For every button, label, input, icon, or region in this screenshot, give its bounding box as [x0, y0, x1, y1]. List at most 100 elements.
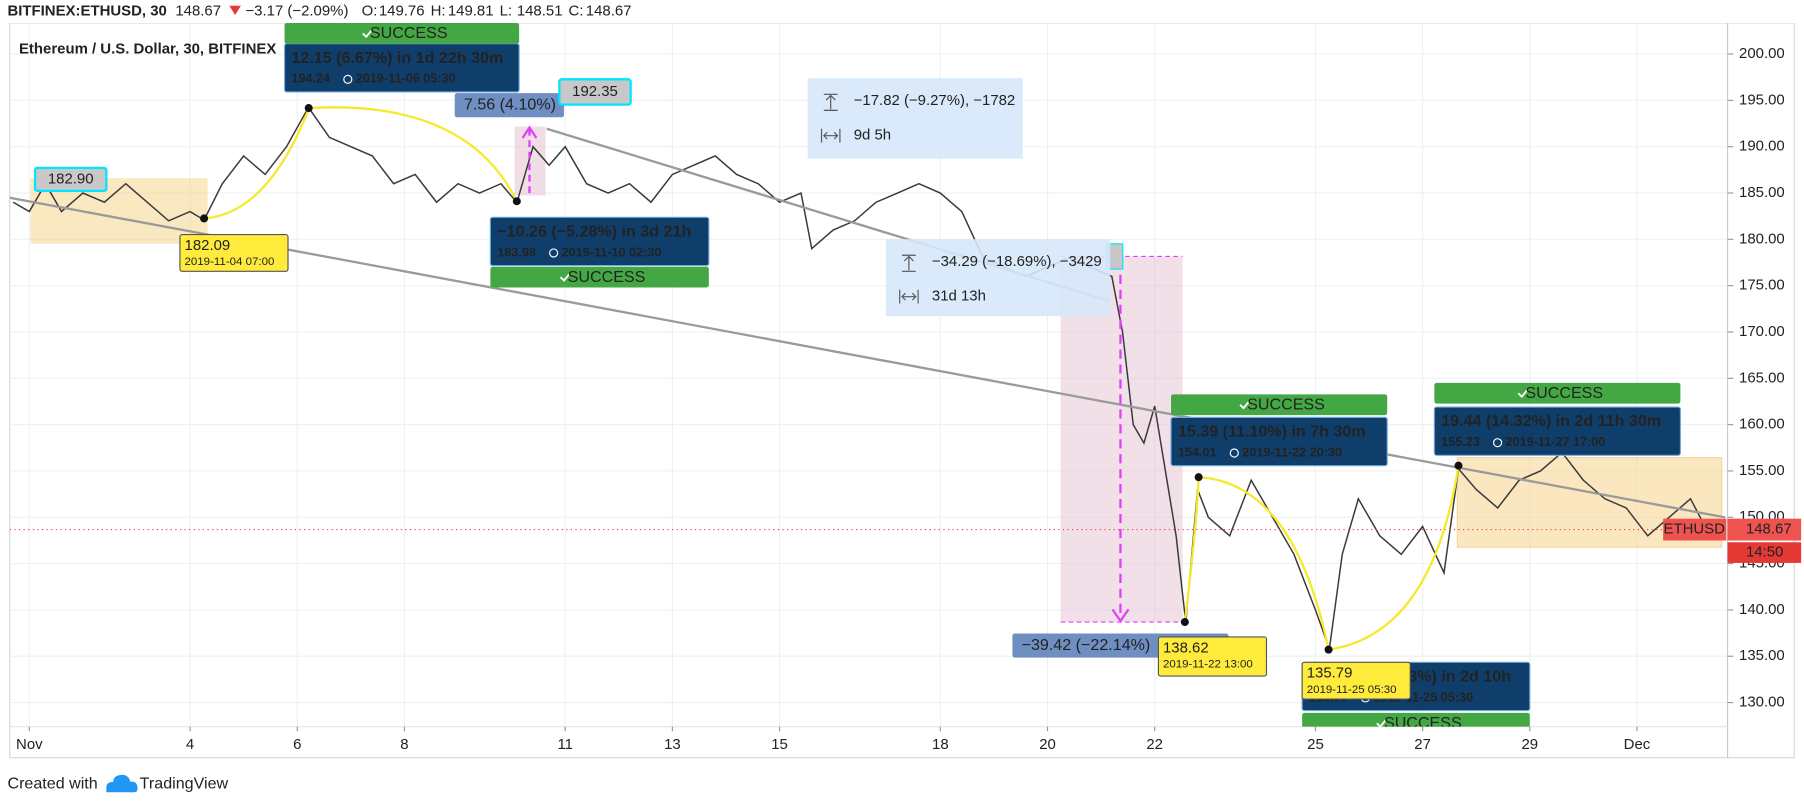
forecast-title: −10.26 (−5.28%) in 3d 21h — [497, 223, 691, 241]
icon — [902, 254, 916, 272]
down-arrow — [229, 5, 241, 15]
price-label: 182.90 — [48, 170, 94, 187]
axes: 130.00135.00140.00145.00150.00155.00160.… — [16, 45, 1802, 753]
series-name: ETHUSD — [1663, 521, 1725, 538]
trend-line — [9, 196, 1726, 519]
forecast-price: 154.01 — [1178, 445, 1217, 459]
forecast-title: 12.15 (6.67%) in 1d 22h 30m — [291, 49, 503, 67]
header: BITFINEX:ETHUSD, 30 148.67 −3.17 (−2.09%… — [0, 0, 1804, 23]
x-tick-label: Nov — [16, 736, 43, 753]
forecast-date: 2019-11-10 02:30 — [562, 245, 662, 259]
price-label-box — [33, 166, 108, 193]
curve — [1183, 477, 1200, 623]
status: SUCCESS — [1247, 396, 1325, 414]
series-tag — [1663, 518, 1727, 541]
footer-text: Created with — [7, 774, 97, 792]
x-tick-label: 20 — [1039, 736, 1056, 753]
price-label: 192.35 — [572, 83, 618, 100]
measure-box — [885, 239, 1111, 317]
x-tick-label: Dec — [1624, 736, 1651, 753]
point-label-box — [1157, 636, 1268, 677]
icon — [899, 289, 919, 304]
anchor — [304, 104, 313, 113]
x-tick-label: 22 — [1146, 736, 1163, 753]
ohlc-value: 149.76 — [379, 2, 425, 19]
countdown: 14:50 — [1746, 544, 1783, 561]
forecast-box — [1170, 416, 1388, 467]
check-icon — [559, 273, 571, 282]
ohlc-value: 148.67 — [586, 2, 632, 19]
change: −3.17 (−2.09%) — [245, 2, 348, 19]
status-bar — [284, 22, 520, 44]
point-date: 2019-11-25 05:30 — [1307, 684, 1397, 696]
curve — [1198, 476, 1330, 650]
check-icon — [1376, 719, 1387, 727]
y-tick-label: 165.00 — [1739, 369, 1785, 386]
ohlc-label: H: — [431, 2, 446, 19]
annotations: 182.90 182.09 2019-11-04 07:00 12.15 (6.67%… — [33, 22, 1681, 732]
clock-icon — [549, 248, 559, 258]
x-tick-label: 27 — [1414, 736, 1431, 753]
anchor — [200, 214, 209, 223]
measure-label: 7.56 (4.10%) — [464, 95, 556, 113]
x-tick-label: 11 — [557, 736, 573, 753]
status: SUCCESS — [370, 24, 448, 42]
forecast-price: 194.24 — [291, 72, 330, 86]
price-tag-label: 148.67 — [1746, 521, 1792, 538]
check-icon — [1239, 400, 1250, 410]
measure-delta: −17.82 (−9.27%), −1782 — [854, 92, 1016, 109]
icon — [823, 93, 838, 111]
price-layer — [9, 105, 1728, 650]
arrow-head — [1111, 608, 1130, 623]
measure-delta: −34.29 (−18.69%), −3429 — [932, 253, 1102, 270]
point-label-box — [1301, 661, 1411, 700]
point-price: 135.79 — [1307, 665, 1353, 682]
y-tick-label: 195.00 — [1739, 91, 1785, 108]
status-bar — [1171, 394, 1388, 416]
x-tick-label: 13 — [664, 736, 681, 753]
brand: TradingView — [140, 774, 229, 792]
clock-icon — [1229, 448, 1239, 458]
x-tick-label: 29 — [1521, 736, 1538, 753]
last-price: 148.67 — [175, 2, 221, 19]
x-tick-label: 8 — [400, 736, 408, 753]
y-tick-label: 190.00 — [1739, 138, 1785, 155]
forecast-title: 19.44 (14.32%) in 2d 11h 30m — [1441, 412, 1661, 430]
anchor — [1454, 461, 1463, 470]
x-tick-label: 4 — [186, 736, 194, 753]
price-tag — [1727, 518, 1802, 541]
y-tick-label: 130.00 — [1739, 694, 1785, 711]
point-price: 138.62 — [1163, 639, 1209, 656]
price-label-box — [558, 78, 632, 106]
forecast-date: 2019-11-06 05:30 — [356, 72, 456, 86]
forecast-title: 15.39 (11.10%) in 7h 30m — [1178, 423, 1366, 441]
ohlc-label: O: — [362, 2, 378, 19]
y-tick-label: 185.00 — [1739, 184, 1785, 201]
icon — [820, 128, 841, 143]
measure-span: 9d 5h — [854, 127, 891, 144]
point-date: 2019-11-22 13:00 — [1163, 659, 1253, 671]
ohlc-value: 148.51 — [517, 2, 563, 19]
measure-span: 31d 13h — [932, 288, 986, 305]
anchor — [512, 197, 521, 206]
curve — [1328, 465, 1460, 651]
y-tick-label: 140.00 — [1739, 601, 1785, 618]
symbol: BITFINEX:ETHUSD, 30 — [7, 2, 166, 19]
grid — [9, 22, 1728, 727]
x-tick-label: 15 — [771, 736, 788, 753]
point-label-box — [179, 233, 289, 272]
forecast-date: 2019-11-27 17:00 — [1506, 435, 1606, 449]
curve — [308, 106, 518, 202]
chart-title: Ethereum / U.S. Dollar, 30, BITFINEX — [19, 40, 276, 57]
range-box — [514, 126, 546, 196]
clock-icon — [1492, 438, 1503, 448]
price-line — [12, 105, 1708, 650]
forecast-date: 2019-11-22 20:30 — [1242, 445, 1342, 459]
y-tick-label: 155.00 — [1739, 462, 1785, 479]
y-tick-label: 200.00 — [1739, 45, 1785, 62]
status: SUCCESS — [1384, 714, 1462, 732]
logo — [106, 774, 138, 793]
check-icon — [1517, 389, 1529, 399]
